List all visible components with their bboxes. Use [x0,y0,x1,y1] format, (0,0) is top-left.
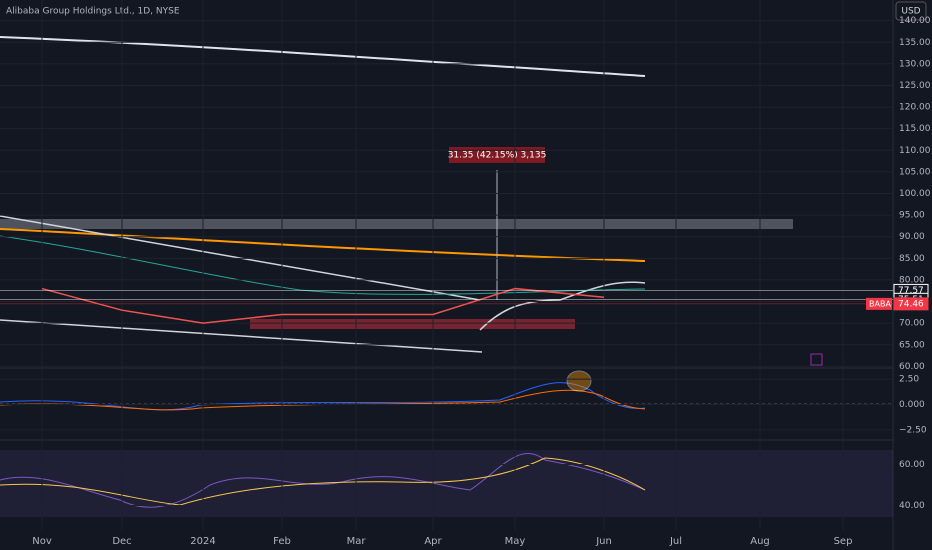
x-tick-label: Jul [669,536,682,547]
price-tag: 77.57 [898,286,924,296]
resistance-zone [0,219,793,229]
rsi-band [0,450,893,517]
y-tick-label: 110.00 [899,146,931,156]
x-tick-label: Feb [273,536,291,547]
annotation-box [449,147,545,163]
y-tick-label: 100.00 [899,189,931,199]
symbol-tag-box [866,297,892,310]
y-tick-label: 80.00 [899,275,925,285]
x-tick-label: May [505,536,526,547]
y-tick-label: 65.00 [899,340,925,350]
x-tick-label: Nov [32,536,52,547]
y-tick-label: 85.00 [899,254,925,264]
chart-title: Alibaba Group Holdings Ltd., 1D, NYSE [6,7,180,17]
earnings-marker [810,353,823,366]
rsi-line [0,453,646,508]
y-tick-label: −2.50 [899,425,927,435]
y-tick-label: 70.00 [899,319,925,329]
y-tick-label: 135.00 [899,38,931,48]
y-tick-label: 60.00 [899,460,925,470]
moving-average [0,228,646,262]
y-tick-label: 90.00 [899,232,925,242]
x-tick-label: 2024 [190,536,215,547]
y-tick-label: 140.00 [899,16,931,26]
annotation: 31.35 (42.15%) 3,135 [448,151,547,161]
price-tag: 74.46 [898,299,924,309]
x-tick-label: Aug [750,536,770,547]
moving-average [0,36,646,77]
y-tick-label: 105.00 [899,167,931,177]
rsi-average [0,457,646,506]
y-tick-label: 60.00 [899,362,925,372]
x-tick-label: Dec [112,536,131,547]
y-tick-label: 0.000 [899,400,925,410]
price-tag-box [893,297,929,311]
y-tick-label: 115.00 [899,124,931,134]
price-line [41,287,605,324]
y-tick-label: 120.00 [899,103,931,113]
y-tick-label: 95.00 [899,211,925,221]
support-zone [250,319,575,329]
symbol-tag: BABA [869,299,891,308]
x-tick-label: Apr [424,536,442,547]
highlight [566,370,592,392]
currency[interactable]: USD [901,7,920,17]
x-tick-label: Mar [347,536,367,547]
y-tick-label: 130.00 [899,59,931,69]
currency-box[interactable] [895,1,927,21]
x-tick-label: Jun [595,536,612,547]
y-tick-label: 2.50 [899,375,919,385]
y-tick-label: 125.00 [899,81,931,91]
y-tick-label: 40.00 [899,501,925,511]
x-tick-label: Sep [834,536,853,547]
signal-line [0,389,646,411]
